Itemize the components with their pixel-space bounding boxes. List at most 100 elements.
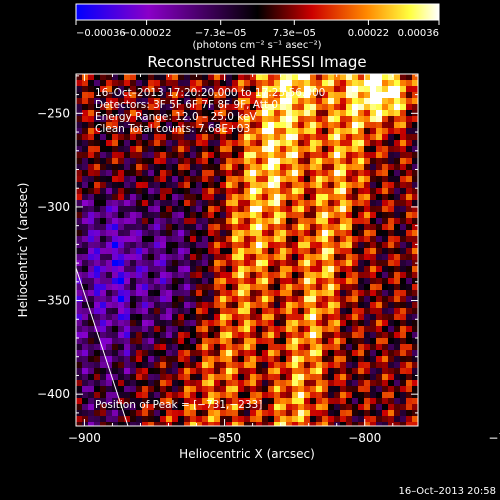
heatmap-cell — [412, 422, 418, 426]
heatmap-cell — [130, 308, 136, 314]
heatmap-cell — [196, 356, 202, 362]
heatmap-cell — [166, 284, 172, 290]
heatmap-cell — [412, 188, 418, 194]
heatmap-cell — [406, 212, 412, 218]
heatmap-cell — [88, 398, 94, 404]
heatmap-cell — [82, 104, 88, 110]
heatmap-cell — [280, 128, 286, 134]
heatmap-cell — [196, 236, 202, 242]
heatmap-cell — [94, 128, 100, 134]
heatmap-cell — [412, 272, 418, 278]
heatmap-cell — [382, 350, 388, 356]
heatmap-cell — [130, 236, 136, 242]
heatmap-cell — [274, 422, 280, 426]
heatmap-cell — [154, 326, 160, 332]
heatmap-cell — [262, 128, 268, 134]
heatmap-cell — [364, 122, 370, 128]
heatmap-cell — [364, 236, 370, 242]
heatmap-cell — [322, 86, 328, 92]
heatmap-cell — [382, 272, 388, 278]
heatmap-cell — [172, 230, 178, 236]
heatmap-cell — [262, 284, 268, 290]
heatmap-cell — [124, 296, 130, 302]
heatmap-cell — [304, 374, 310, 380]
heatmap-cell — [238, 74, 244, 80]
heatmap-cell — [130, 332, 136, 338]
heatmap-cell — [268, 230, 274, 236]
heatmap-cell — [148, 164, 154, 170]
heatmap-cell — [394, 386, 400, 392]
heatmap-cell — [82, 290, 88, 296]
heatmap-cell — [304, 98, 310, 104]
heatmap-cell — [274, 206, 280, 212]
heatmap-cell — [412, 356, 418, 362]
heatmap-cell — [76, 116, 82, 122]
heatmap-cell — [334, 116, 340, 122]
heatmap-cell — [262, 242, 268, 248]
peak-position-label: Position of Peak = [−731,−233] — [95, 399, 262, 411]
heatmap-cell — [208, 254, 214, 260]
heatmap-cell — [124, 386, 130, 392]
heatmap-cell — [352, 404, 358, 410]
heatmap-cell — [106, 338, 112, 344]
heatmap-cell — [166, 158, 172, 164]
heatmap-cell — [124, 284, 130, 290]
heatmap-cell — [250, 200, 256, 206]
heatmap-cell — [310, 386, 316, 392]
heatmap-cell — [328, 368, 334, 374]
heatmap-cell — [406, 368, 412, 374]
heatmap-cell — [94, 236, 100, 242]
heatmap-cell — [196, 302, 202, 308]
heatmap-cell — [190, 212, 196, 218]
heatmap-cell — [346, 362, 352, 368]
heatmap-cell — [388, 278, 394, 284]
heatmap-cell — [400, 134, 406, 140]
heatmap-cell — [184, 152, 190, 158]
heatmap-cell — [412, 398, 418, 404]
heatmap-cell — [370, 308, 376, 314]
heatmap-cell — [202, 140, 208, 146]
heatmap-cell — [166, 146, 172, 152]
heatmap-cell — [112, 380, 118, 386]
heatmap-cell — [82, 254, 88, 260]
heatmap-cell — [100, 374, 106, 380]
heatmap-cell — [148, 188, 154, 194]
heatmap-cell — [346, 182, 352, 188]
heatmap-cell — [280, 380, 286, 386]
heatmap-cell — [262, 404, 268, 410]
heatmap-cell — [226, 134, 232, 140]
heatmap-cell — [148, 248, 154, 254]
heatmap-cell — [400, 260, 406, 266]
heatmap-cell — [388, 242, 394, 248]
heatmap-cell — [322, 164, 328, 170]
heatmap-cell — [94, 140, 100, 146]
heatmap-cell — [202, 332, 208, 338]
heatmap-cell — [268, 356, 274, 362]
heatmap-cell — [316, 104, 322, 110]
heatmap-cell — [202, 392, 208, 398]
heatmap-cell — [310, 332, 316, 338]
heatmap-cell — [340, 362, 346, 368]
heatmap-cell — [184, 278, 190, 284]
heatmap-cell — [82, 284, 88, 290]
heatmap-cell — [280, 254, 286, 260]
heatmap-cell — [238, 188, 244, 194]
heatmap-cell — [292, 362, 298, 368]
heatmap-cell — [412, 254, 418, 260]
heatmap-cell — [256, 338, 262, 344]
heatmap-cell — [376, 104, 382, 110]
heatmap-cell — [130, 416, 136, 422]
heatmap-cell — [388, 224, 394, 230]
heatmap-cell — [322, 236, 328, 242]
heatmap-cell — [136, 200, 142, 206]
heatmap-cell — [244, 164, 250, 170]
heatmap-cell — [388, 326, 394, 332]
heatmap-cell — [388, 188, 394, 194]
heatmap-cell — [178, 164, 184, 170]
heatmap-cell — [298, 296, 304, 302]
heatmap-cell — [172, 332, 178, 338]
heatmap-cell — [376, 140, 382, 146]
heatmap-cell — [394, 176, 400, 182]
heatmap-cell — [82, 80, 88, 86]
heatmap-cell — [340, 248, 346, 254]
